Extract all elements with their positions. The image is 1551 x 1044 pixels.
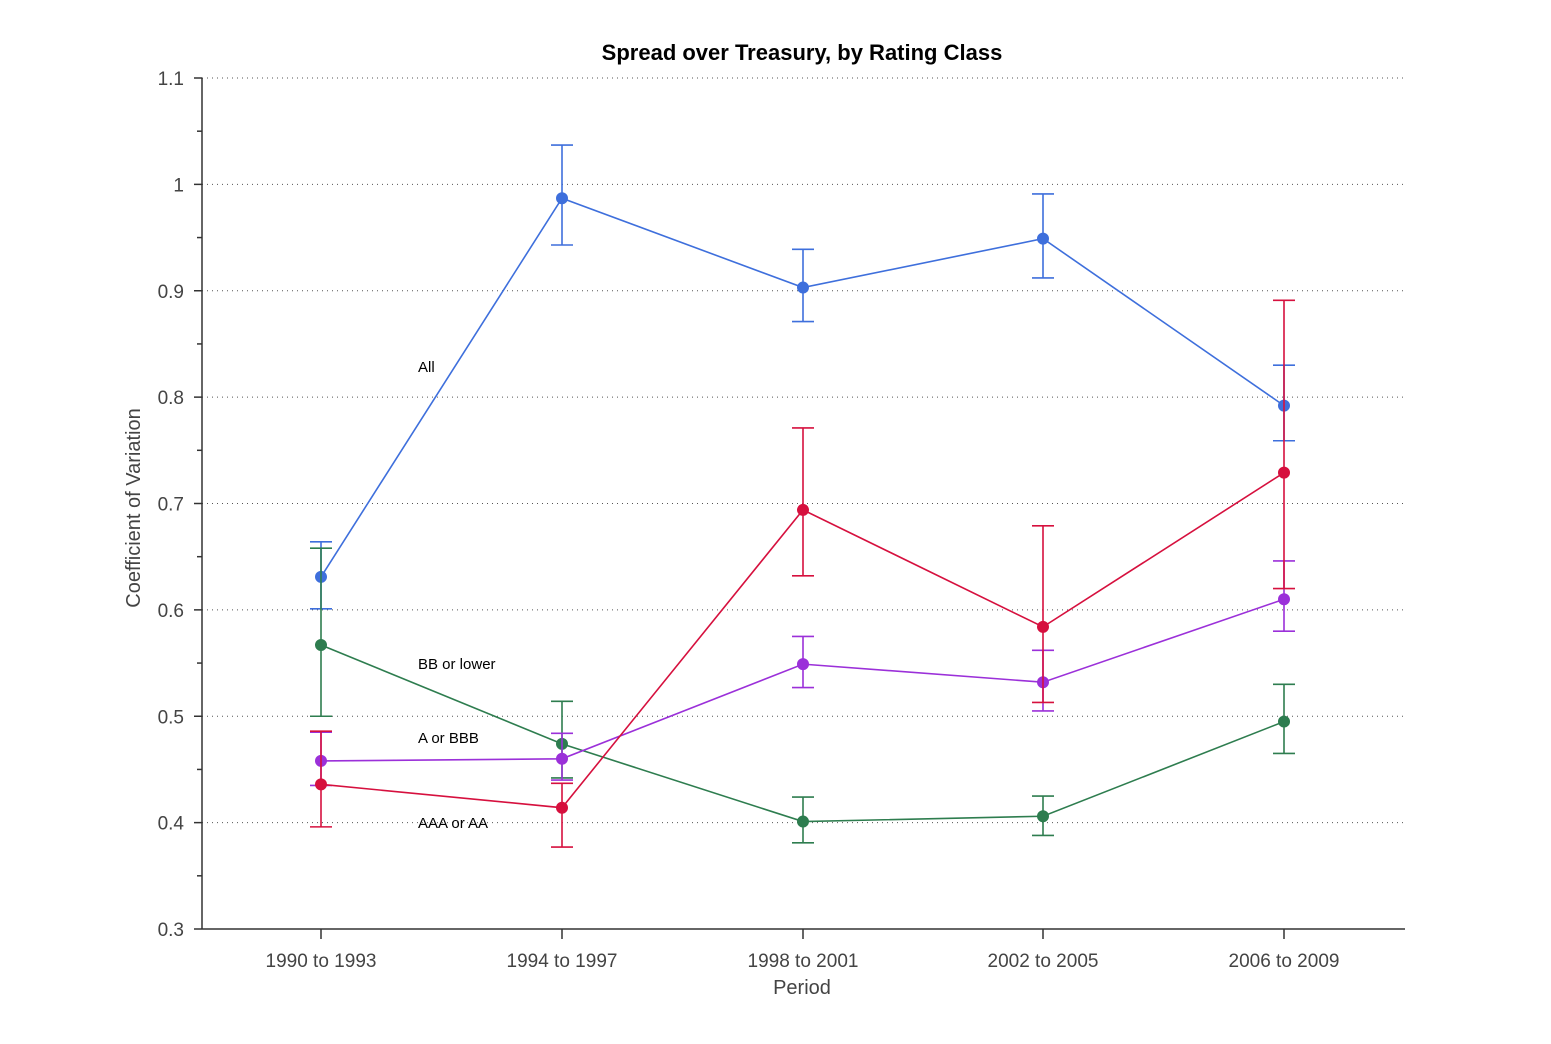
y-tick-label: 0.3 <box>158 920 184 941</box>
data-point <box>556 192 568 205</box>
y-tick-label: 1.1 <box>158 69 184 90</box>
x-tick-label: 2006 to 2009 <box>1229 951 1340 972</box>
data-point <box>1037 810 1049 823</box>
data-point <box>1278 593 1290 606</box>
x-axis-label: Period <box>773 977 831 999</box>
annotation-label: All <box>418 359 435 376</box>
data-point <box>556 752 568 765</box>
x-tick-label: 1990 to 1993 <box>266 951 377 972</box>
data-point <box>1278 715 1290 728</box>
data-point <box>797 658 809 671</box>
y-tick-label: 0.5 <box>158 707 184 728</box>
y-tick-label: 0.9 <box>158 282 184 303</box>
series-layer <box>310 144 1295 848</box>
data-point <box>797 815 809 828</box>
series-a-or-bbb <box>310 560 1295 787</box>
y-tick-label: 0.8 <box>158 388 184 409</box>
series-aaa-or-aa <box>310 299 1295 848</box>
data-point <box>315 638 327 651</box>
y-tick-label: 0.6 <box>158 601 184 622</box>
x-tick-label: 1998 to 2001 <box>748 951 859 972</box>
data-point <box>1037 232 1049 245</box>
annotation-label: AAA or AA <box>418 815 488 832</box>
data-point <box>1278 466 1290 479</box>
y-tick-label: 0.4 <box>158 814 185 835</box>
axes: 0.3 0.4 0.5 0.6 0.7 0.8 0.9 1 1.1 1990 to 1993 199… <box>158 69 1405 972</box>
y-tick-label: 0.7 <box>158 495 184 516</box>
data-point <box>315 778 327 791</box>
grid-lines <box>202 77 1405 824</box>
x-tick-label: 2002 to 2005 <box>988 951 1099 972</box>
data-point <box>797 503 809 516</box>
annotation-label: BB or lower <box>418 656 496 673</box>
annotations: All BB or lower A or BBB AAA or AA <box>418 359 496 832</box>
data-point <box>556 801 568 814</box>
y-axis-label: Coefficient of Variation <box>123 408 145 607</box>
series-bb-or-lower <box>310 547 1295 844</box>
y-tick-label: 1 <box>173 175 184 196</box>
data-point <box>797 281 809 294</box>
chart-title: Spread over Treasury, by Rating Class <box>602 40 1003 65</box>
annotation-label: A or BBB <box>418 730 479 747</box>
data-point <box>1037 620 1049 633</box>
x-tick-label: 1994 to 1997 <box>507 951 618 972</box>
